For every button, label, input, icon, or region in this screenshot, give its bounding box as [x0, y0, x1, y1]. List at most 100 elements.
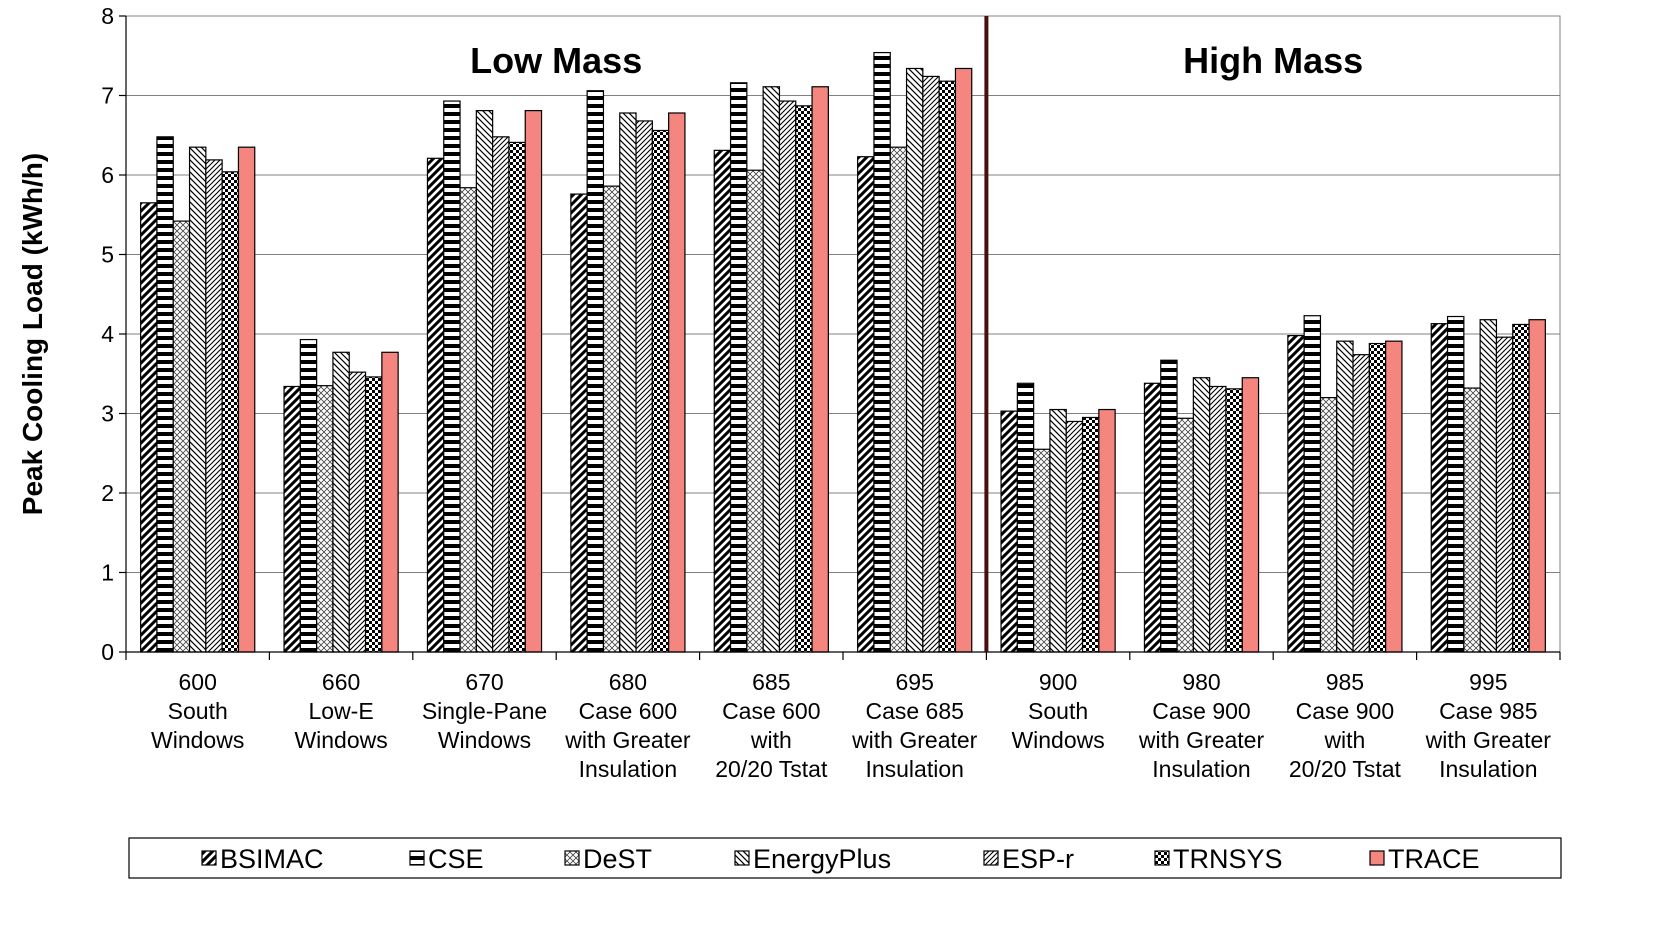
bar-bsimac-3 — [570, 193, 588, 653]
bar-trnsys-9 — [1512, 323, 1530, 653]
bar-esp-r-0 — [205, 159, 223, 653]
legend-box — [128, 837, 1562, 879]
y-tick-label: 6 — [101, 162, 114, 188]
bar-trnsys-2 — [508, 141, 526, 653]
legend-label-dest: DeST — [583, 844, 652, 874]
section-label-1: High Mass — [1183, 40, 1363, 81]
bar-cse-6 — [1016, 382, 1035, 653]
bar-trace-1 — [381, 351, 399, 653]
y-tick-label: 4 — [101, 321, 114, 347]
bar-cse-5 — [873, 51, 891, 653]
bar-energyplus-0 — [188, 146, 207, 653]
bar-esp-r-3 — [635, 120, 653, 653]
y-tick-label: 3 — [101, 401, 114, 427]
bar-esp-r-7 — [1209, 385, 1227, 653]
category-label-4: 685 Case 600 with 20/20 Tstat — [715, 669, 828, 782]
bar-dest-5 — [889, 146, 908, 653]
legend-label-bsimac: BSIMAC — [220, 844, 324, 874]
category-label-2: 670 Single-Pane Windows — [422, 669, 547, 753]
bar-bsimac-1 — [283, 385, 301, 653]
bar-trace-2 — [524, 110, 543, 653]
bar-energyplus-7 — [1192, 377, 1211, 653]
bar-energyplus-3 — [619, 112, 637, 653]
bar-dest-7 — [1176, 417, 1194, 653]
bar-trnsys-6 — [1081, 416, 1100, 653]
axes — [119, 15, 1561, 660]
bar-dest-3 — [602, 185, 621, 653]
category-label-7: 980 Case 900 with Greater Insulation — [1138, 669, 1265, 782]
category-label-6: 900 South Windows — [1011, 669, 1104, 753]
bar-esp-r-4 — [778, 100, 797, 653]
bar-bsimac-4 — [713, 149, 732, 653]
bar-dest-9 — [1463, 387, 1481, 653]
bar-bsimac-8 — [1287, 334, 1305, 653]
bar-esp-r-2 — [492, 136, 510, 653]
bar-esp-r-5 — [922, 75, 940, 653]
bar-trace-6 — [1098, 408, 1116, 653]
y-tick-label: 7 — [101, 83, 114, 109]
bar-trnsys-7 — [1225, 388, 1243, 653]
bar-esp-r-8 — [1352, 354, 1370, 653]
bar-energyplus-4 — [762, 86, 781, 653]
legend-swatch-bsimac — [201, 850, 217, 866]
bar-trace-3 — [668, 112, 686, 653]
bar-trace-0 — [237, 146, 256, 653]
bar-cse-3 — [586, 90, 605, 653]
bar-bsimac-2 — [426, 157, 445, 653]
bar-energyplus-9 — [1479, 319, 1498, 653]
y-axis-label: Peak Cooling Load (kWh/h) — [17, 153, 48, 515]
bar-energyplus-6 — [1049, 408, 1067, 653]
bar-dest-0 — [172, 220, 191, 653]
category-label-3: 680 Case 600 with Greater Insulation — [564, 669, 691, 782]
legend-label-trnsys: TRNSYS — [1173, 844, 1283, 874]
bar-bsimac-7 — [1143, 382, 1162, 653]
bar-trnsys-3 — [651, 129, 670, 653]
bar-trnsys-1 — [364, 376, 383, 653]
bar-esp-r-6 — [1065, 420, 1084, 653]
y-tick-label: 1 — [101, 560, 114, 586]
legend: BSIMAC CSE DeST EnergyPlus ESP-r TRNSYS TRACE — [128, 837, 1562, 879]
legend-swatch-dest — [564, 850, 580, 866]
bar-trace-7 — [1241, 377, 1260, 653]
legend-label-trace: TRACE — [1388, 844, 1480, 874]
bar-bsimac-6 — [1000, 410, 1018, 653]
bar-energyplus-8 — [1336, 340, 1354, 653]
bar-bsimac-0 — [140, 202, 158, 653]
y-tick-label: 2 — [101, 480, 114, 506]
bar-trnsys-0 — [221, 171, 240, 653]
bar-trace-5 — [954, 67, 973, 653]
y-tick-label: 8 — [101, 3, 114, 29]
bar-esp-r-1 — [348, 371, 367, 653]
bar-bsimac-5 — [857, 156, 875, 653]
bar-dest-8 — [1319, 397, 1338, 653]
bar-dest-1 — [316, 385, 334, 653]
bar-dest-4 — [746, 169, 764, 653]
category-label-0: 600 South Windows — [151, 669, 244, 753]
bar-cse-9 — [1446, 315, 1465, 653]
bar-cse-4 — [729, 82, 748, 653]
legend-swatch-energyplus — [734, 850, 750, 866]
bar-cse-8 — [1303, 315, 1322, 653]
bar-cse-2 — [443, 100, 461, 653]
y-tick-label: 0 — [101, 639, 114, 665]
bar-cse-1 — [299, 338, 318, 653]
bar-trace-8 — [1385, 340, 1403, 653]
category-label-1: 660 Low-E Windows — [294, 669, 387, 753]
bar-trace-9 — [1528, 319, 1546, 653]
legend-label-cse: CSE — [428, 844, 484, 874]
bar-cse-0 — [156, 136, 174, 653]
bars — [140, 51, 1546, 653]
legend-swatch-esp-r — [983, 850, 999, 866]
legend-swatch-trnsys — [1154, 850, 1170, 866]
section-label-0: Low Mass — [470, 40, 642, 81]
legend-swatch-cse — [409, 850, 425, 866]
bar-dest-6 — [1033, 448, 1051, 653]
category-label-5: 695 Case 685 with Greater Insulation — [851, 669, 978, 782]
bar-esp-r-9 — [1495, 336, 1514, 653]
bar-energyplus-1 — [332, 351, 350, 653]
y-tick-label: 5 — [101, 242, 114, 268]
bar-bsimac-9 — [1430, 323, 1449, 653]
labels: 0 1 2 3 4 5 6 7 8 Peak Cooling Load (kWh/h) 600 Sou… — [17, 3, 1551, 782]
bar-trnsys-4 — [795, 105, 813, 653]
